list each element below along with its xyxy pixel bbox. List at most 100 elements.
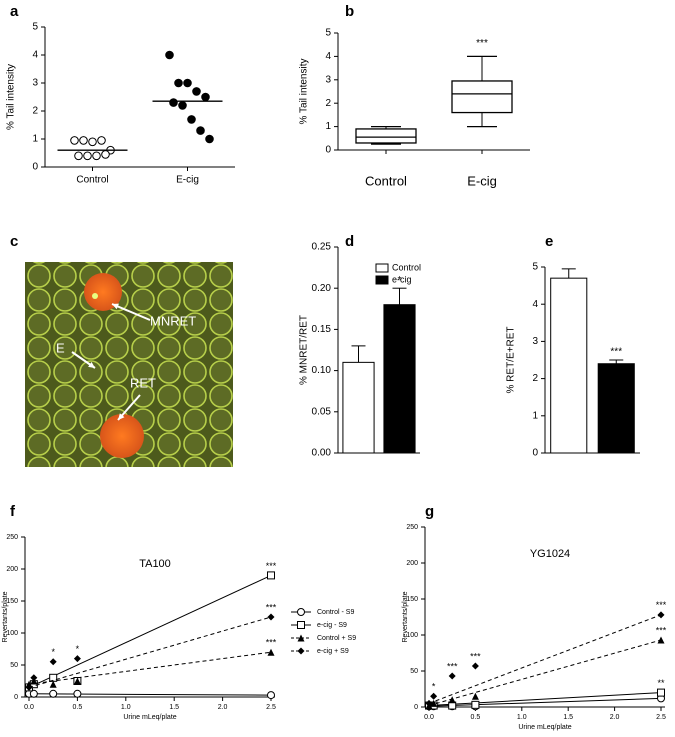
data-point xyxy=(73,655,81,663)
x-tick-label: 1.5 xyxy=(169,704,179,711)
bar xyxy=(342,361,375,454)
y-tick-label: 2 xyxy=(532,373,538,384)
significance: ** xyxy=(657,678,665,688)
legend-label: e-cig + S9 xyxy=(317,648,349,655)
data-point xyxy=(205,134,214,144)
x-tick-label: 1.0 xyxy=(121,704,131,711)
y-tick-label: 100 xyxy=(406,632,418,639)
x-tick-label: 2.5 xyxy=(656,714,666,721)
trend-line xyxy=(28,651,272,685)
data-point xyxy=(25,683,33,691)
legend-label: e-cig - S9 xyxy=(317,622,347,629)
legend-marker xyxy=(297,621,305,629)
y-tick-label: 200 xyxy=(406,560,418,567)
legend-marker xyxy=(297,634,305,642)
y-axis-label: Revertants/plate xyxy=(402,591,409,642)
y-tick-label: 0 xyxy=(532,448,538,459)
legend-marker xyxy=(297,608,305,616)
data-point xyxy=(471,700,480,709)
y-axis-label: % RET/E+RET xyxy=(506,327,517,394)
y-tick-label: 150 xyxy=(6,598,18,605)
data-point xyxy=(448,672,456,680)
y-tick-label: 200 xyxy=(6,566,18,573)
data-point xyxy=(174,78,183,88)
data-point xyxy=(165,50,174,60)
box xyxy=(451,80,513,114)
panel-label: a xyxy=(10,3,19,20)
legend-label: Control - S9 xyxy=(317,609,354,616)
trend-line xyxy=(428,692,662,707)
data-point xyxy=(73,677,81,685)
data-point xyxy=(88,137,97,147)
data-point xyxy=(49,658,57,666)
data-point xyxy=(267,613,275,621)
data-point xyxy=(267,691,275,700)
y-tick-label: 4 xyxy=(532,299,538,310)
y-tick-label: 0.15 xyxy=(312,324,332,335)
y-tick-label: 0 xyxy=(325,145,331,156)
data-point xyxy=(425,699,433,707)
data-point xyxy=(657,688,665,697)
legend-marker xyxy=(297,647,305,655)
legend-label: Control + S9 xyxy=(317,635,356,642)
x-tick-label: Control xyxy=(365,173,407,188)
y-axis-label: % Tail intensity xyxy=(299,59,310,125)
y-tick-label: 3 xyxy=(32,78,38,89)
x-tick-label: 0.0 xyxy=(24,704,34,711)
data-point xyxy=(49,689,58,698)
significance: *** xyxy=(447,661,458,671)
y-axis-label: Revertants/plate xyxy=(2,591,9,642)
y-axis-label: % Tail intensity xyxy=(6,64,17,130)
data-point xyxy=(178,101,187,110)
chart-title: TA100 xyxy=(139,558,171,570)
panel-label: e xyxy=(545,233,553,250)
cell-ret xyxy=(100,414,144,458)
significance: * xyxy=(76,644,80,654)
significance: *** xyxy=(656,600,667,610)
y-tick-label: 50 xyxy=(410,668,418,675)
y-tick-label: 5 xyxy=(532,262,538,273)
y-tick-label: 0 xyxy=(14,694,18,701)
trend-line xyxy=(428,639,662,707)
data-point xyxy=(30,674,38,682)
y-tick-label: 2 xyxy=(325,98,331,109)
arrow-head xyxy=(118,413,125,420)
y-tick-label: 1 xyxy=(325,121,331,132)
data-point xyxy=(192,87,201,96)
x-tick-label: 0.0 xyxy=(424,714,434,721)
arrow-head xyxy=(112,303,119,310)
y-tick-label: 50 xyxy=(10,662,18,669)
data-point xyxy=(196,126,205,135)
data-point xyxy=(169,98,178,107)
x-axis-label: Urine mLeq/plate xyxy=(123,714,176,721)
data-point xyxy=(83,151,92,161)
data-point xyxy=(101,150,110,159)
y-tick-label: 250 xyxy=(6,534,18,541)
significance: * xyxy=(51,647,55,657)
y-tick-label: 0 xyxy=(414,704,418,711)
data-point xyxy=(49,673,58,682)
data-point xyxy=(70,136,79,145)
arrow xyxy=(111,303,151,321)
y-tick-label: 3 xyxy=(532,336,538,347)
x-axis-label: Urine mLeq/plate xyxy=(518,724,571,731)
trend-line xyxy=(28,616,272,688)
x-tick-label: 0.5 xyxy=(471,714,481,721)
significance: *** xyxy=(656,625,667,635)
micronucleus xyxy=(92,293,98,299)
y-tick-label: 4 xyxy=(325,51,331,62)
x-tick-label: 1.5 xyxy=(563,714,573,721)
y-tick-label: 1 xyxy=(532,410,538,421)
y-tick-label: 250 xyxy=(406,524,418,531)
bar xyxy=(383,304,416,454)
significance: * xyxy=(398,275,402,286)
image-label: RET xyxy=(130,375,156,390)
trend-line xyxy=(28,693,272,696)
data-point xyxy=(183,78,192,88)
cell-mnret xyxy=(84,273,122,311)
data-point xyxy=(92,151,101,161)
x-tick-label: 2.0 xyxy=(218,704,228,711)
y-tick-label: 0.10 xyxy=(312,365,332,376)
data-point xyxy=(201,92,210,102)
